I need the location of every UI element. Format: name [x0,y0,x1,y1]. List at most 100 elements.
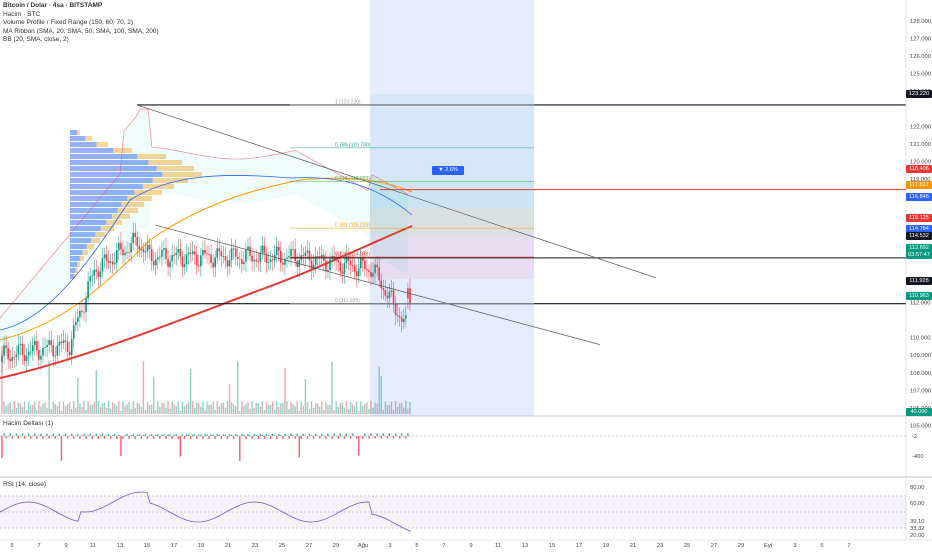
candle [339,262,342,272]
delta-bar [339,433,341,436]
delta-bar [73,436,75,439]
bollinger-legend[interactable]: BB (20, SMA, close, 2) [3,36,69,44]
volume-bar [372,407,374,414]
candle [52,345,55,357]
volume-bar [77,377,79,414]
volume-profile-bar [70,172,163,177]
candle [290,248,292,256]
price-label[interactable]: 114.532 [906,232,932,240]
candle [99,271,102,277]
volume-bar [390,401,393,414]
price-label[interactable]: 116.846 [906,193,932,201]
price-label[interactable]: 03:57:47 [906,251,932,259]
volume-delta-title[interactable]: Hacim Deltası (1) [3,420,54,427]
delta-bar [321,433,323,436]
rsi-title[interactable]: RSI (14, close) [3,481,46,488]
candle [189,252,192,254]
delta-bar [216,434,218,436]
volume-bar [265,401,268,414]
volume-bar [159,406,161,414]
price-label[interactable]: 123.220 [906,90,932,98]
volume-profile-bar [70,262,77,267]
delta-bar [343,436,346,439]
delta-bar [284,433,286,436]
volume-bar [212,401,214,414]
delta-bar [103,436,106,439]
volume-bar [407,408,409,414]
candle [130,242,132,253]
fib-zone-b [370,180,534,208]
price-label[interactable]: 111.928 [906,277,932,285]
delta-bar [167,434,169,436]
volume-bar [222,402,225,414]
price-label[interactable]: 110.963 [906,292,932,300]
volume-bar [181,401,184,414]
volume-profile-bar [96,142,108,147]
candle [15,354,18,358]
ma100-line [0,177,413,341]
volume-bar [253,407,255,414]
volume-bar [280,403,282,414]
volume-bar [112,402,114,414]
target-badge[interactable]: ▼ 2.6% [432,166,464,175]
candle [148,244,151,250]
symbol-title[interactable]: Bitcoin / Dolar · 4sa · BITSTAMP [3,2,103,9]
volume-legend[interactable]: Hacim · BTC [3,10,41,18]
delta-bar [25,435,28,437]
volume-bar [323,409,325,414]
volume-bar [146,401,149,414]
rsi-tick: 20,00 [910,533,925,539]
candle [329,258,331,270]
volume-bar [85,409,87,414]
candle [109,261,112,263]
time-tick: 17 [171,543,177,549]
delta-bar [337,436,339,439]
volume-bar [163,402,165,414]
volume-bar [198,403,200,414]
volume-bar [314,402,317,414]
volume-bar [362,405,364,414]
delta-bar [1,436,3,458]
candle [167,258,169,268]
delta-bar [87,435,89,436]
volume-bar [81,406,83,414]
candle [195,254,198,266]
candle [370,271,372,277]
delta-bar [34,433,36,436]
delta-bar [376,433,378,436]
price-tick: 110.000 [910,336,931,342]
price-label[interactable]: 114.784 [906,225,932,233]
price-label[interactable]: 118.406 [906,165,932,173]
delta-bar [353,435,356,437]
volume-bar [79,403,81,414]
price-label[interactable]: 40.000 [906,408,932,416]
volume-profile-bar [70,250,83,255]
delta-bar [36,436,38,439]
delta-bar [241,434,243,436]
delta-bar [60,436,63,461]
candle [77,317,79,322]
volume-bar [169,408,171,414]
volume-bar [399,403,401,414]
candle [372,272,374,277]
delta-bar [48,436,50,439]
delta-bar [46,433,48,436]
ma-ribbon-legend[interactable]: MA Ribbon (SMA, 20, SMA, 50, SMA, 100, S… [3,27,159,35]
volume-bar [382,409,384,414]
volume-bar [384,401,387,414]
candle [286,257,288,259]
volume-profile-legend[interactable]: Volume Profile / Fixed Range (150, 60, 7… [3,19,134,27]
volume-bar [263,409,266,414]
candle [216,248,219,258]
volume-profile-bar [127,196,152,201]
delta-bar [116,436,118,439]
candle [275,246,278,255]
volume-bar [13,401,15,414]
volume-bar [364,404,366,414]
price-label[interactable]: 115.125 [906,214,932,222]
delta-bar [71,433,73,436]
price-label[interactable]: 113.692 [906,244,932,252]
price-label[interactable]: 117.517 [906,181,932,189]
